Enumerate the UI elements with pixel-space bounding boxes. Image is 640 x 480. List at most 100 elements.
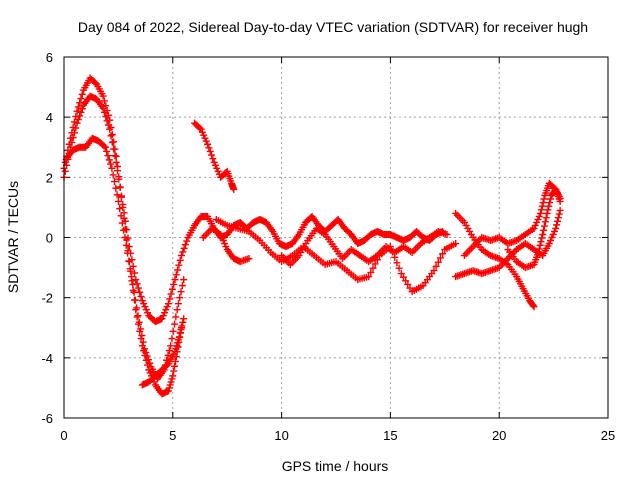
data-point bbox=[168, 285, 176, 293]
axis-ticks: 0 5 10 15 20 25 -6 -4 -2 0 2 4 6 bbox=[41, 50, 615, 443]
data-point bbox=[134, 312, 142, 320]
y-tick-label: 6 bbox=[46, 50, 53, 65]
data-point bbox=[131, 296, 139, 304]
data-point bbox=[164, 351, 172, 359]
data-point bbox=[104, 152, 112, 160]
data-point bbox=[72, 113, 80, 121]
data-point bbox=[176, 294, 184, 302]
data-point bbox=[168, 335, 176, 343]
data-point bbox=[178, 282, 186, 290]
data-point bbox=[539, 199, 547, 207]
data-point bbox=[126, 265, 134, 273]
data-point bbox=[91, 79, 99, 87]
data-point bbox=[163, 361, 171, 369]
data-point bbox=[174, 300, 182, 308]
data-point bbox=[106, 116, 114, 124]
data-point bbox=[554, 217, 562, 225]
data-point bbox=[142, 348, 150, 356]
data-point bbox=[555, 210, 563, 218]
data-point bbox=[108, 164, 116, 172]
data-point bbox=[181, 241, 189, 249]
x-tick-label: 5 bbox=[169, 428, 176, 443]
data-point bbox=[114, 163, 122, 171]
data-point bbox=[78, 105, 86, 113]
plot-frame bbox=[63, 56, 609, 419]
y-tick-label: -2 bbox=[41, 291, 53, 306]
data-point bbox=[539, 230, 547, 238]
data-point bbox=[76, 99, 84, 107]
data-point bbox=[103, 107, 111, 115]
data-point bbox=[367, 268, 375, 276]
data-point bbox=[556, 206, 564, 214]
data-point bbox=[143, 352, 151, 360]
data-point bbox=[542, 214, 550, 222]
data-point bbox=[365, 273, 373, 281]
data-point bbox=[540, 195, 548, 203]
data-point bbox=[434, 258, 442, 266]
data-point bbox=[537, 209, 545, 217]
data-point bbox=[180, 244, 188, 252]
data-point bbox=[534, 249, 542, 257]
data-point bbox=[131, 269, 139, 277]
data-point bbox=[120, 226, 128, 234]
series-arc-7 bbox=[212, 215, 460, 296]
data-point bbox=[109, 171, 117, 179]
data-point bbox=[121, 225, 129, 233]
data-point bbox=[430, 267, 438, 275]
data-point bbox=[114, 197, 122, 205]
data-point bbox=[70, 118, 78, 126]
data-point bbox=[118, 219, 126, 227]
data-point bbox=[180, 315, 188, 323]
data-point bbox=[112, 184, 120, 192]
data-point bbox=[230, 185, 238, 193]
data-point bbox=[543, 209, 551, 217]
data-point bbox=[546, 199, 554, 207]
data-points bbox=[60, 74, 564, 398]
data-point bbox=[132, 276, 140, 284]
data-point bbox=[105, 156, 113, 164]
data-point bbox=[397, 270, 405, 278]
data-point bbox=[369, 264, 377, 272]
data-point bbox=[129, 280, 137, 288]
data-point bbox=[179, 248, 187, 256]
data-point bbox=[141, 345, 149, 353]
data-point bbox=[452, 240, 460, 248]
data-point bbox=[133, 304, 141, 312]
series-arc-10 bbox=[452, 209, 538, 311]
data-point bbox=[111, 145, 119, 153]
data-point bbox=[371, 260, 379, 268]
data-point bbox=[169, 327, 177, 335]
data-point bbox=[175, 333, 183, 341]
data-point bbox=[538, 234, 546, 242]
data-point bbox=[404, 280, 412, 288]
data-point bbox=[173, 306, 181, 314]
data-point bbox=[208, 151, 216, 159]
data-point bbox=[137, 292, 145, 300]
y-tick-label: 0 bbox=[46, 231, 53, 246]
data-point bbox=[535, 245, 543, 253]
data-point bbox=[529, 301, 537, 309]
data-point bbox=[554, 214, 562, 222]
data-point bbox=[144, 356, 152, 364]
data-point bbox=[439, 250, 447, 258]
data-point bbox=[99, 92, 107, 100]
data-point bbox=[166, 295, 174, 303]
data-point bbox=[177, 288, 185, 296]
data-point bbox=[77, 95, 85, 103]
data-point bbox=[176, 329, 184, 337]
data-point bbox=[538, 202, 546, 210]
data-point bbox=[171, 276, 179, 284]
data-point bbox=[101, 143, 109, 151]
data-point bbox=[432, 262, 440, 270]
data-point bbox=[100, 97, 108, 105]
data-point bbox=[137, 325, 145, 333]
data-point bbox=[176, 256, 184, 264]
data-point bbox=[117, 193, 125, 201]
data-point bbox=[138, 332, 146, 340]
data-point bbox=[139, 338, 147, 346]
data-point bbox=[112, 152, 120, 160]
data-point bbox=[395, 264, 403, 272]
x-tick-label: 20 bbox=[492, 428, 506, 443]
data-point bbox=[125, 243, 133, 251]
